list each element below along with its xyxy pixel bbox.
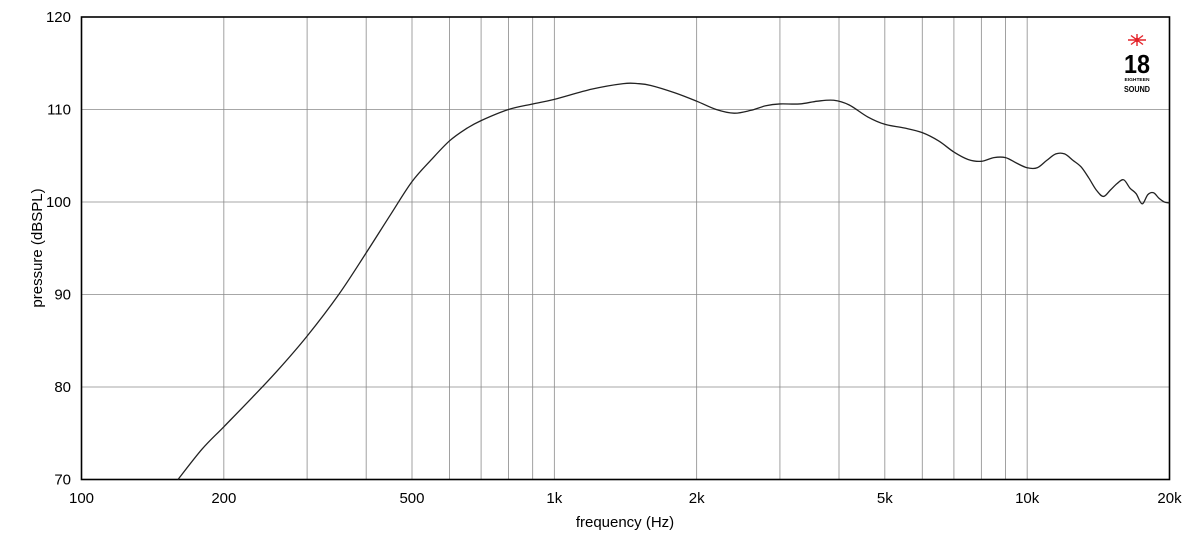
y-tick-label: 90 xyxy=(54,287,71,304)
x-tick-label: 20k xyxy=(1157,490,1182,507)
x-tick-label: 2k xyxy=(689,490,705,507)
x-tick-label: 1k xyxy=(546,490,562,507)
logo-word: SOUND xyxy=(1124,85,1150,94)
brand-logo: 18 EIGHTEEN SOUND xyxy=(1124,34,1150,94)
plot-frame xyxy=(80,16,1171,481)
logo-small-text: EIGHTEEN xyxy=(1125,77,1150,82)
x-tick-label: 100 xyxy=(69,490,94,507)
x-tick-label: 5k xyxy=(877,490,893,507)
logo-number: 18 xyxy=(1124,49,1150,79)
y-tick-label: 120 xyxy=(46,9,71,26)
grid-lines xyxy=(81,17,1170,480)
tick-labels: 100 200 500 1k 2k 5k 10k 20k 70 80 90 100 110 120 xyxy=(46,9,1182,507)
series-layer xyxy=(177,82,1170,480)
y-tick-label: 100 xyxy=(46,194,71,211)
x-tick-label: 200 xyxy=(211,490,236,507)
x-tick-label: 500 xyxy=(399,490,424,507)
y-tick-label: 110 xyxy=(47,102,71,119)
y-axis-title: pressure (dBSPL) xyxy=(29,188,46,307)
y-tick-label: 80 xyxy=(54,379,71,396)
response-curve xyxy=(177,82,1170,480)
x-tick-label: 10k xyxy=(1015,490,1040,507)
y-tick-label: 70 xyxy=(54,472,71,489)
x-axis-title: frequency (Hz) xyxy=(576,514,674,531)
star-icon xyxy=(1128,34,1146,46)
